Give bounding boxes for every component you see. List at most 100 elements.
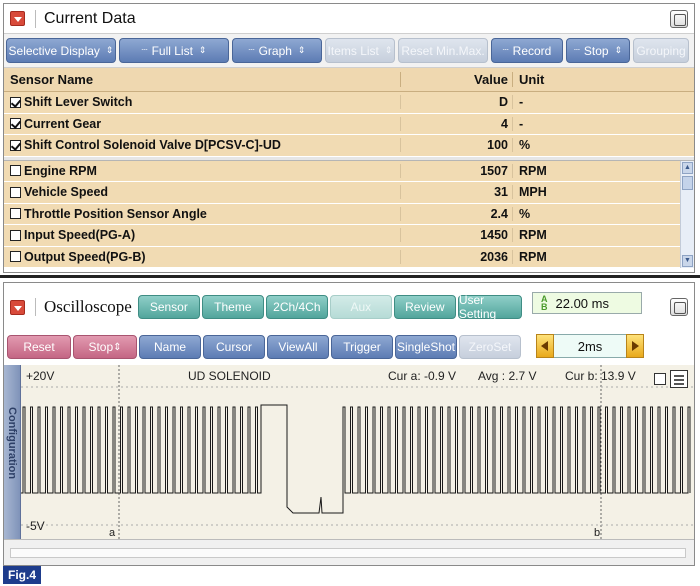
mode-button-sensor[interactable]: Sensor bbox=[137, 295, 200, 319]
updown-arrow-icon: ⇕ bbox=[198, 45, 207, 55]
column-value: Value bbox=[400, 72, 512, 87]
sensor-name-cell: Engine RPM bbox=[4, 164, 400, 178]
sensor-name: Throttle Position Sensor Angle bbox=[24, 206, 207, 221]
scope-scroll-track[interactable] bbox=[10, 548, 686, 558]
toolbar-button-reset-min-max[interactable]: Reset Min.Max. bbox=[398, 38, 488, 63]
row-checkbox[interactable] bbox=[10, 229, 21, 241]
sensor-unit: - bbox=[512, 116, 694, 131]
table-row[interactable]: Current Gear 4- bbox=[4, 113, 694, 135]
control-button-label: Stop bbox=[88, 340, 114, 354]
table-row[interactable]: Vehicle Speed 31 MPH bbox=[4, 182, 694, 204]
channel-checkbox[interactable] bbox=[654, 373, 666, 385]
time-div-decrease-icon[interactable] bbox=[536, 334, 554, 358]
row-checkbox[interactable] bbox=[10, 139, 21, 151]
sensor-name: Vehicle Speed bbox=[24, 185, 109, 200]
sensor-name-cell: Output Speed(PG-B) bbox=[4, 250, 400, 264]
mode-button-2ch-4ch[interactable]: 2Ch/4Ch bbox=[265, 295, 328, 319]
table-row[interactable]: Throttle Position Sensor Angle 2.4% bbox=[4, 203, 694, 225]
control-button-stop[interactable]: Stop ⇕ bbox=[73, 335, 137, 359]
table-row[interactable]: Shift Control Solenoid Valve D[PCSV-C]-U… bbox=[4, 135, 694, 157]
toolbar-button-graph[interactable]: ┄ Graph ⇕ bbox=[232, 38, 322, 63]
control-button-cursor[interactable]: Cursor bbox=[203, 335, 265, 359]
sensor-list-scrollbar[interactable]: ▲ ▼ bbox=[680, 160, 694, 268]
sensor-value: D bbox=[400, 95, 512, 110]
current-data-toolbar: Selective Display ⇕ ┄ Full List ⇕ ┄ Graph ⇕ Item… bbox=[4, 34, 694, 68]
control-button-zeroset[interactable]: ZeroSet bbox=[459, 335, 521, 359]
table-row[interactable]: Shift Lever Switch D - bbox=[4, 92, 694, 114]
maximize-icon[interactable] bbox=[670, 9, 688, 28]
cursor-b-readout: Cur b: 13.9 V bbox=[565, 369, 636, 383]
mode-button-review[interactable]: Review bbox=[393, 295, 456, 319]
toolbar-button-stop[interactable]: ┄ Stop ⇕ bbox=[566, 38, 630, 63]
collapse-icon[interactable] bbox=[10, 299, 25, 315]
row-checkbox[interactable] bbox=[10, 96, 21, 108]
control-button-trigger[interactable]: Trigger bbox=[331, 335, 393, 359]
sensor-name: Output Speed(PG-B) bbox=[24, 249, 146, 264]
toolbar-button-label: Selective Display bbox=[8, 43, 100, 58]
updown-arrow-icon: ⇕ bbox=[297, 45, 306, 55]
sensor-name: Input Speed(PG-A) bbox=[24, 228, 136, 243]
title-separator bbox=[35, 298, 36, 316]
table-row[interactable]: Input Speed(PG-A) 1450 RPM bbox=[4, 225, 694, 247]
scope-horizontal-scrollbar[interactable] bbox=[4, 539, 694, 565]
toolbar-button-selective-display[interactable]: Selective Display ⇕ bbox=[6, 38, 116, 63]
maximize-icon[interactable] bbox=[670, 298, 688, 316]
collapse-icon[interactable] bbox=[10, 11, 25, 26]
sensor-name: Current Gear bbox=[24, 116, 102, 131]
figure-label: Fig.4 bbox=[3, 566, 41, 584]
mode-button-user-setting[interactable]: User Setting bbox=[457, 293, 522, 321]
table-row[interactable]: Engine RPM 1507 RPM bbox=[4, 160, 694, 182]
control-button-viewall[interactable]: ViewAll bbox=[267, 335, 329, 359]
time-div-value: 2ms bbox=[554, 334, 626, 358]
row-checkbox[interactable] bbox=[10, 186, 21, 198]
waveform-trace bbox=[21, 404, 691, 514]
scroll-down-icon[interactable]: ▼ bbox=[682, 255, 693, 267]
scroll-thumb[interactable] bbox=[682, 175, 693, 190]
list-splitter[interactable] bbox=[4, 156, 694, 161]
oscilloscope-toolbar: Reset Stop ⇕ Name Cursor ViewAll Trigger Singl… bbox=[4, 331, 694, 363]
time-readout-value: 22.00 ms bbox=[555, 295, 609, 311]
scroll-up-icon[interactable]: ▲ bbox=[682, 161, 693, 174]
configuration-tab-label: Configuration bbox=[6, 407, 18, 480]
current-data-title-bar: Current Data bbox=[4, 4, 694, 34]
control-button-reset[interactable]: Reset bbox=[7, 335, 71, 359]
row-checkbox[interactable] bbox=[10, 118, 21, 130]
scope-display[interactable]: Configuration +20V UD SOLENOID Cur a: -0… bbox=[4, 365, 694, 541]
sensor-unit: RPM bbox=[512, 163, 694, 178]
toolbar-button-label: Graph bbox=[258, 43, 292, 58]
control-button-label: SingleShot bbox=[396, 340, 456, 354]
voltage-max-label: +20V bbox=[26, 369, 55, 383]
sensor-name: Shift Control Solenoid Valve D[PCSV-C]-U… bbox=[24, 138, 281, 153]
dots-icon: ┄ bbox=[573, 45, 580, 56]
waveform-plot[interactable] bbox=[21, 365, 694, 541]
toolbar-button-record[interactable]: ┄ Record bbox=[491, 38, 563, 63]
toolbar-button-grouping[interactable]: Grouping bbox=[633, 38, 689, 63]
control-button-label: ViewAll bbox=[278, 340, 318, 354]
selected-sensor-list: Shift Lever Switch D - Current Gear 4- Shift … bbox=[4, 92, 694, 157]
toolbar-button-label: Items List bbox=[327, 43, 379, 58]
sensor-unit: RPM bbox=[512, 249, 694, 264]
row-checkbox[interactable] bbox=[10, 251, 21, 263]
sensor-value: 2.4 bbox=[400, 206, 512, 221]
average-readout: Avg : 2.7 V bbox=[478, 369, 537, 383]
row-checkbox[interactable] bbox=[10, 208, 21, 220]
sensor-name-cell: Vehicle Speed bbox=[4, 185, 400, 199]
dots-icon: ┄ bbox=[141, 45, 148, 56]
cursor-a-marker[interactable]: a bbox=[109, 527, 116, 539]
toolbar-button-items-list[interactable]: Items List ⇕ bbox=[325, 38, 395, 63]
mode-button-theme[interactable]: Theme bbox=[201, 295, 264, 319]
toolbar-button-full-list[interactable]: ┄ Full List ⇕ bbox=[119, 38, 229, 63]
table-row[interactable]: Output Speed(PG-B) 2036 RPM bbox=[4, 246, 694, 268]
control-button-singleshot[interactable]: SingleShot bbox=[395, 335, 457, 359]
updown-arrow-icon: ⇕ bbox=[384, 45, 393, 55]
configuration-tab[interactable]: Configuration bbox=[4, 365, 21, 541]
time-div-increase-icon[interactable] bbox=[626, 334, 644, 358]
channel-name-label: UD SOLENOID bbox=[188, 369, 271, 383]
scope-menu-icon[interactable] bbox=[670, 370, 688, 388]
row-checkbox[interactable] bbox=[10, 165, 21, 177]
cursor-b-marker[interactable]: b bbox=[594, 527, 601, 539]
control-button-name[interactable]: Name bbox=[139, 335, 201, 359]
oscilloscope-title: Oscilloscope bbox=[44, 297, 132, 316]
updown-arrow-icon: ⇕ bbox=[105, 45, 114, 55]
mode-button-aux[interactable]: Aux bbox=[329, 295, 392, 319]
